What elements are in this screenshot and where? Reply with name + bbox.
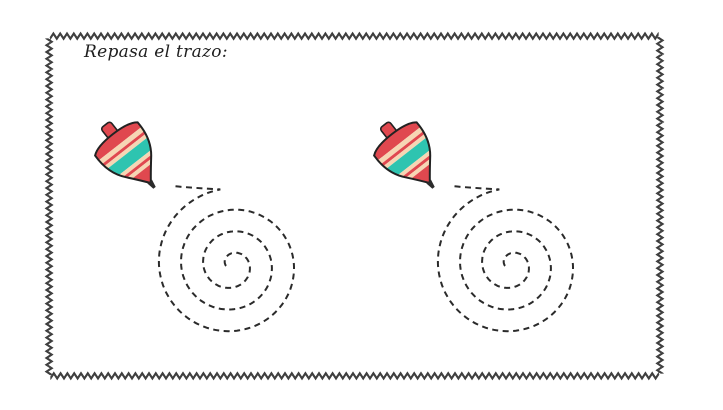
border-zigzag-line xyxy=(46,37,54,376)
border-zigzag-line xyxy=(44,37,52,376)
top-body-outline xyxy=(94,121,153,185)
border-zigzag-line xyxy=(49,371,660,379)
spinning-top-icon xyxy=(91,117,173,200)
border-zigzag-line xyxy=(49,31,660,39)
top-tip xyxy=(426,179,435,189)
spiral-trace-path[interactable] xyxy=(157,185,295,333)
top-body-outline xyxy=(373,121,432,185)
top-stripe xyxy=(93,125,159,178)
top-tip xyxy=(147,179,156,189)
top-stripe xyxy=(370,123,436,175)
spiral-trace-path[interactable] xyxy=(436,185,574,333)
spinning-top-icon xyxy=(370,117,452,200)
top-stripe xyxy=(372,125,438,178)
border-zigzag-line xyxy=(655,36,663,375)
instruction-title: Repasa el trazo: xyxy=(84,42,228,62)
border-zigzag-line xyxy=(657,36,665,375)
top-stripe xyxy=(91,119,155,173)
top-stripe xyxy=(91,123,157,175)
top-stripe xyxy=(370,119,434,173)
border-zigzag-line xyxy=(49,373,660,381)
border-zigzag-line xyxy=(49,33,660,41)
